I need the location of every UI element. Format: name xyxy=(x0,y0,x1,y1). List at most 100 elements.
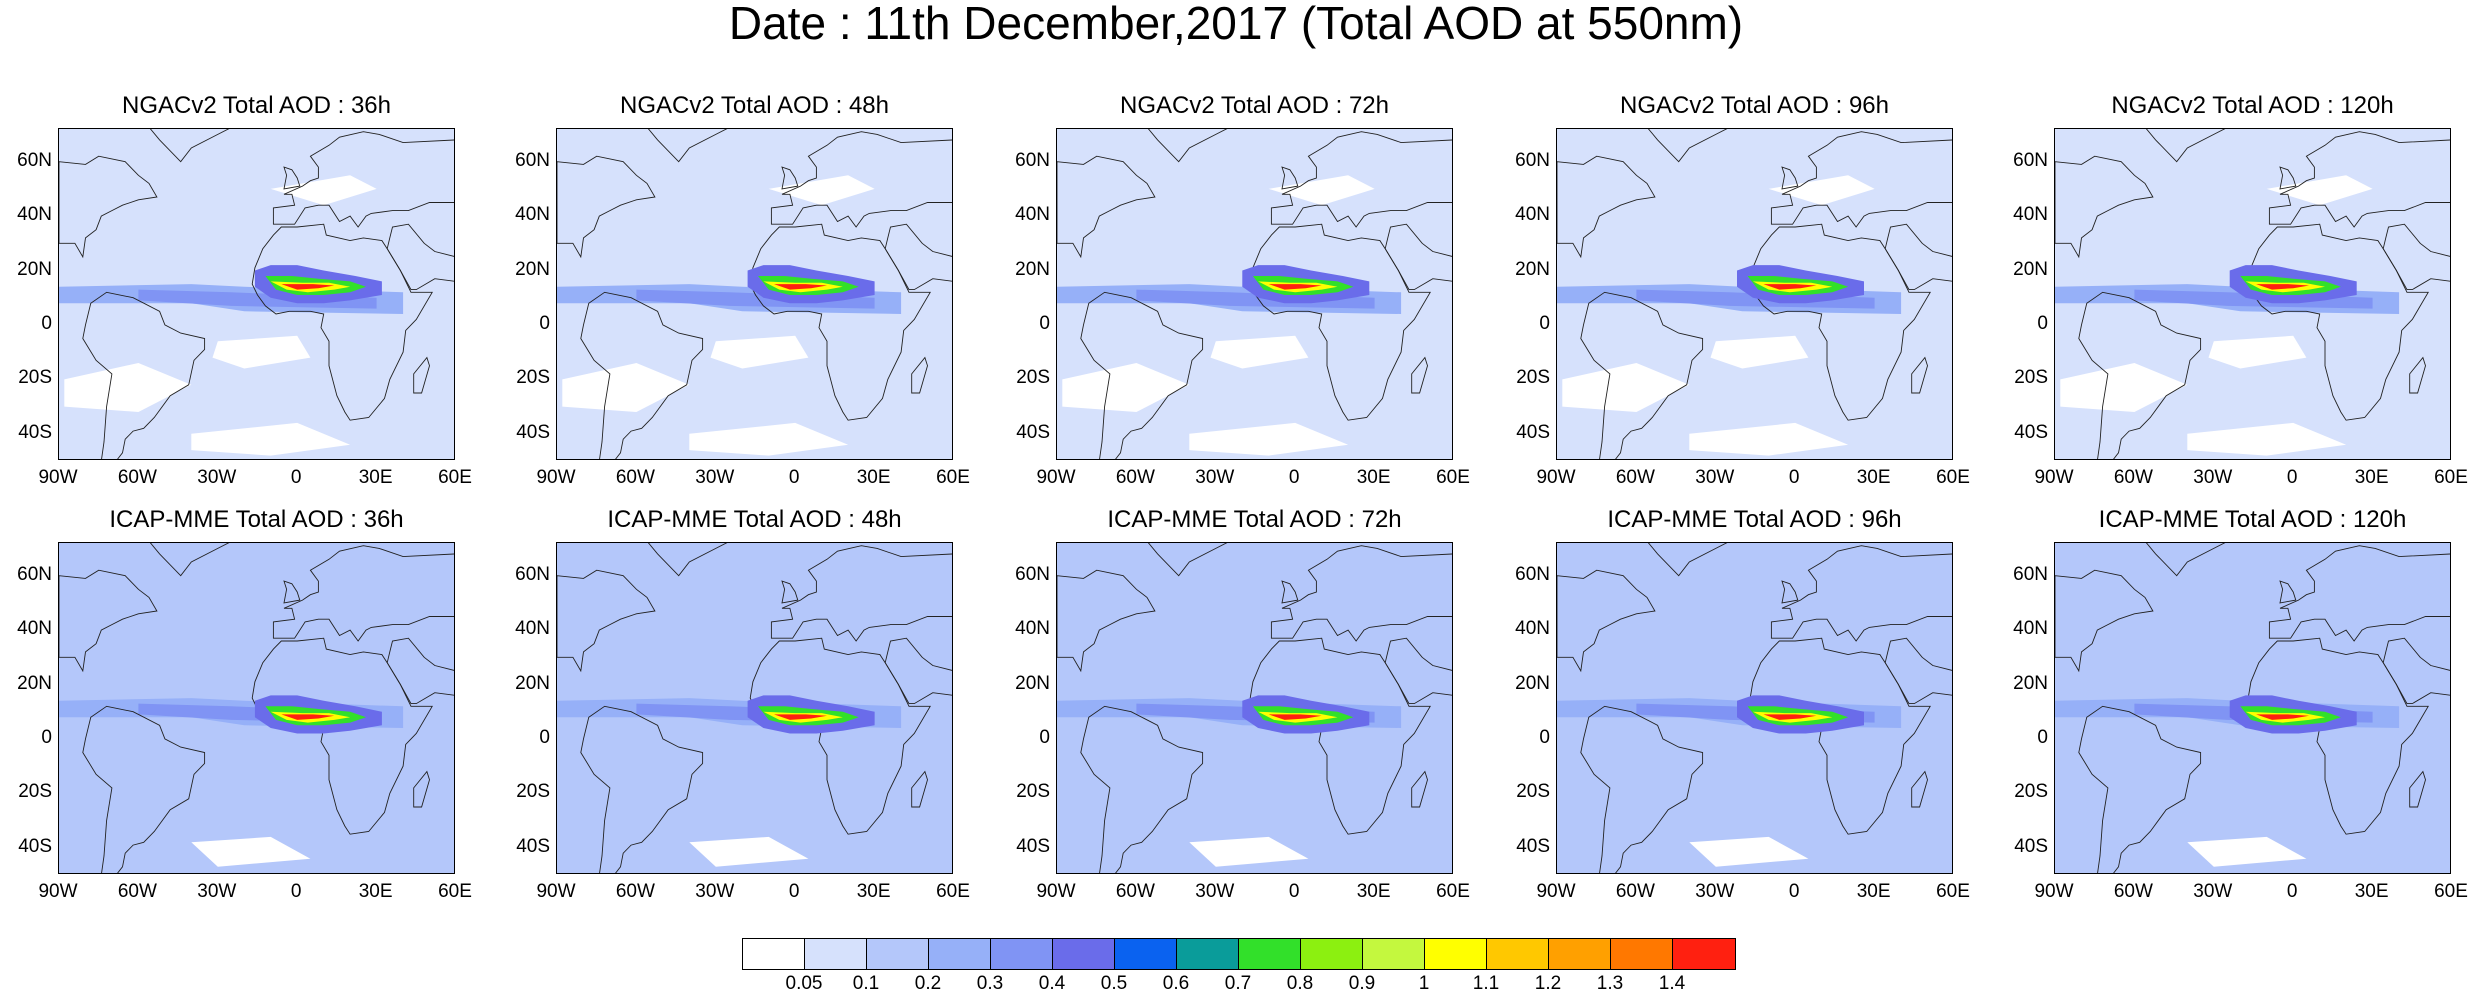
y-tick-label: 40S xyxy=(2014,421,2048,443)
y-tick-label: 20S xyxy=(516,781,550,803)
y-tick-label: 0 xyxy=(1039,726,1050,748)
x-tick-label: 30W xyxy=(197,467,237,488)
y-tick-label: 60N xyxy=(2013,563,2048,585)
y-tick-label: 60N xyxy=(1015,149,1050,171)
map-panel xyxy=(58,128,455,460)
y-tick-label: 40S xyxy=(18,835,52,857)
y-tick-label: 40S xyxy=(2014,835,2048,857)
y-tick-label: 0 xyxy=(1539,312,1550,334)
x-tick-label: 90W xyxy=(2034,467,2074,488)
y-tick-label: 40S xyxy=(1516,835,1550,857)
y-tick-label: 40S xyxy=(18,421,52,443)
panel-title: ICAP-MME Total AOD : 96h xyxy=(1607,506,1902,533)
x-tick-label: 60E xyxy=(1936,881,1970,902)
y-tick-label: 40S xyxy=(516,421,550,443)
colorbar-label: 0.2 xyxy=(914,973,942,994)
colorbar-swatch xyxy=(1301,939,1363,969)
x-tick-label: 60E xyxy=(2434,467,2468,488)
colorbar-swatch xyxy=(1673,939,1735,969)
aod-field-map xyxy=(1057,129,1452,459)
colorbar-label: 0.6 xyxy=(1162,973,1190,994)
y-tick-label: 20N xyxy=(1015,258,1050,280)
y-tick-label: 60N xyxy=(1515,149,1550,171)
y-tick-label: 60N xyxy=(1515,563,1550,585)
x-tick-label: 60E xyxy=(2434,881,2468,902)
colorbar-swatch xyxy=(1549,939,1611,969)
map-panel xyxy=(556,128,953,460)
x-tick-label: 90W xyxy=(1536,881,1576,902)
x-tick-label: 90W xyxy=(38,467,78,488)
x-tick-label: 60W xyxy=(1115,467,1155,488)
main-title: Date : 11th December,2017 (Total AOD at … xyxy=(728,0,1744,49)
y-tick-label: 20S xyxy=(1516,781,1550,803)
y-tick-label: 40N xyxy=(17,618,52,640)
colorbar-label: 1.3 xyxy=(1596,973,1624,994)
panel-title: ICAP-MME Total AOD : 48h xyxy=(607,506,902,533)
y-tick-label: 40S xyxy=(516,835,550,857)
colorbar-label: 0.9 xyxy=(1348,973,1376,994)
colorbar-swatch xyxy=(805,939,867,969)
x-tick-label: 30E xyxy=(2354,881,2389,902)
x-tick-label: 0 xyxy=(788,467,800,488)
x-tick-label: 30W xyxy=(1195,881,1235,902)
y-tick-label: 20N xyxy=(1515,258,1550,280)
aod-field-map xyxy=(1557,129,1952,459)
x-tick-label: 0 xyxy=(2286,881,2298,902)
y-tick-label: 0 xyxy=(1539,726,1550,748)
x-tick-label: 90W xyxy=(1036,467,1076,488)
colorbar-swatch xyxy=(1053,939,1115,969)
y-tick-label: 0 xyxy=(1039,312,1050,334)
y-tick-label: 0 xyxy=(41,726,52,748)
y-tick-label: 20N xyxy=(17,258,52,280)
y-tick-label: 20N xyxy=(2013,258,2048,280)
y-tick-label: 40N xyxy=(17,204,52,226)
y-tick-label: 20S xyxy=(2014,781,2048,803)
y-tick-label: 60N xyxy=(515,563,550,585)
aod-field-map xyxy=(557,129,952,459)
x-tick-label: 30W xyxy=(695,467,735,488)
x-tick-label: 60E xyxy=(1936,467,1970,488)
y-tick-label: 60N xyxy=(17,149,52,171)
x-tick-label: 60E xyxy=(1436,467,1470,488)
aod-field-map xyxy=(59,129,454,459)
map-panel xyxy=(1556,542,1953,874)
x-tick-label: 30W xyxy=(1695,881,1735,902)
x-tick-label: 0 xyxy=(1788,467,1800,488)
y-tick-label: 40N xyxy=(515,204,550,226)
y-tick-label: 20N xyxy=(515,672,550,694)
colorbar-label: 0.05 xyxy=(785,973,823,994)
x-tick-label: 30W xyxy=(1695,467,1735,488)
aod-field-map xyxy=(2055,543,2450,873)
colorbar-swatch xyxy=(929,939,991,969)
x-tick-label: 30W xyxy=(695,881,735,902)
y-tick-label: 20S xyxy=(516,367,550,389)
y-tick-label: 40N xyxy=(1515,618,1550,640)
panel-title: NGACv2 Total AOD : 120h xyxy=(2111,92,2394,119)
colorbar xyxy=(742,938,1736,970)
y-tick-label: 0 xyxy=(2037,726,2048,748)
x-tick-label: 60W xyxy=(615,881,655,902)
colorbar-label: 0.7 xyxy=(1224,973,1252,994)
map-panel xyxy=(1556,128,1953,460)
y-tick-label: 0 xyxy=(539,312,550,334)
x-tick-label: 30E xyxy=(856,881,891,902)
x-tick-label: 30E xyxy=(358,467,393,488)
panel-title: NGACv2 Total AOD : 48h xyxy=(619,92,889,119)
x-tick-label: 30E xyxy=(1356,467,1391,488)
x-tick-label: 60W xyxy=(1115,881,1155,902)
y-tick-label: 0 xyxy=(2037,312,2048,334)
colorbar-label: 1.1 xyxy=(1472,973,1500,994)
colorbar-swatch xyxy=(743,939,805,969)
y-tick-label: 60N xyxy=(17,563,52,585)
y-tick-label: 40S xyxy=(1016,421,1050,443)
colorbar-label: 0.3 xyxy=(976,973,1004,994)
x-tick-label: 60E xyxy=(438,467,472,488)
x-tick-label: 90W xyxy=(1536,467,1576,488)
y-tick-label: 0 xyxy=(41,312,52,334)
x-tick-label: 90W xyxy=(38,881,78,902)
x-tick-label: 90W xyxy=(1036,881,1076,902)
y-tick-label: 40S xyxy=(1016,835,1050,857)
colorbar-label: 0.5 xyxy=(1100,973,1128,994)
x-tick-label: 0 xyxy=(1288,467,1300,488)
x-tick-label: 90W xyxy=(536,467,576,488)
